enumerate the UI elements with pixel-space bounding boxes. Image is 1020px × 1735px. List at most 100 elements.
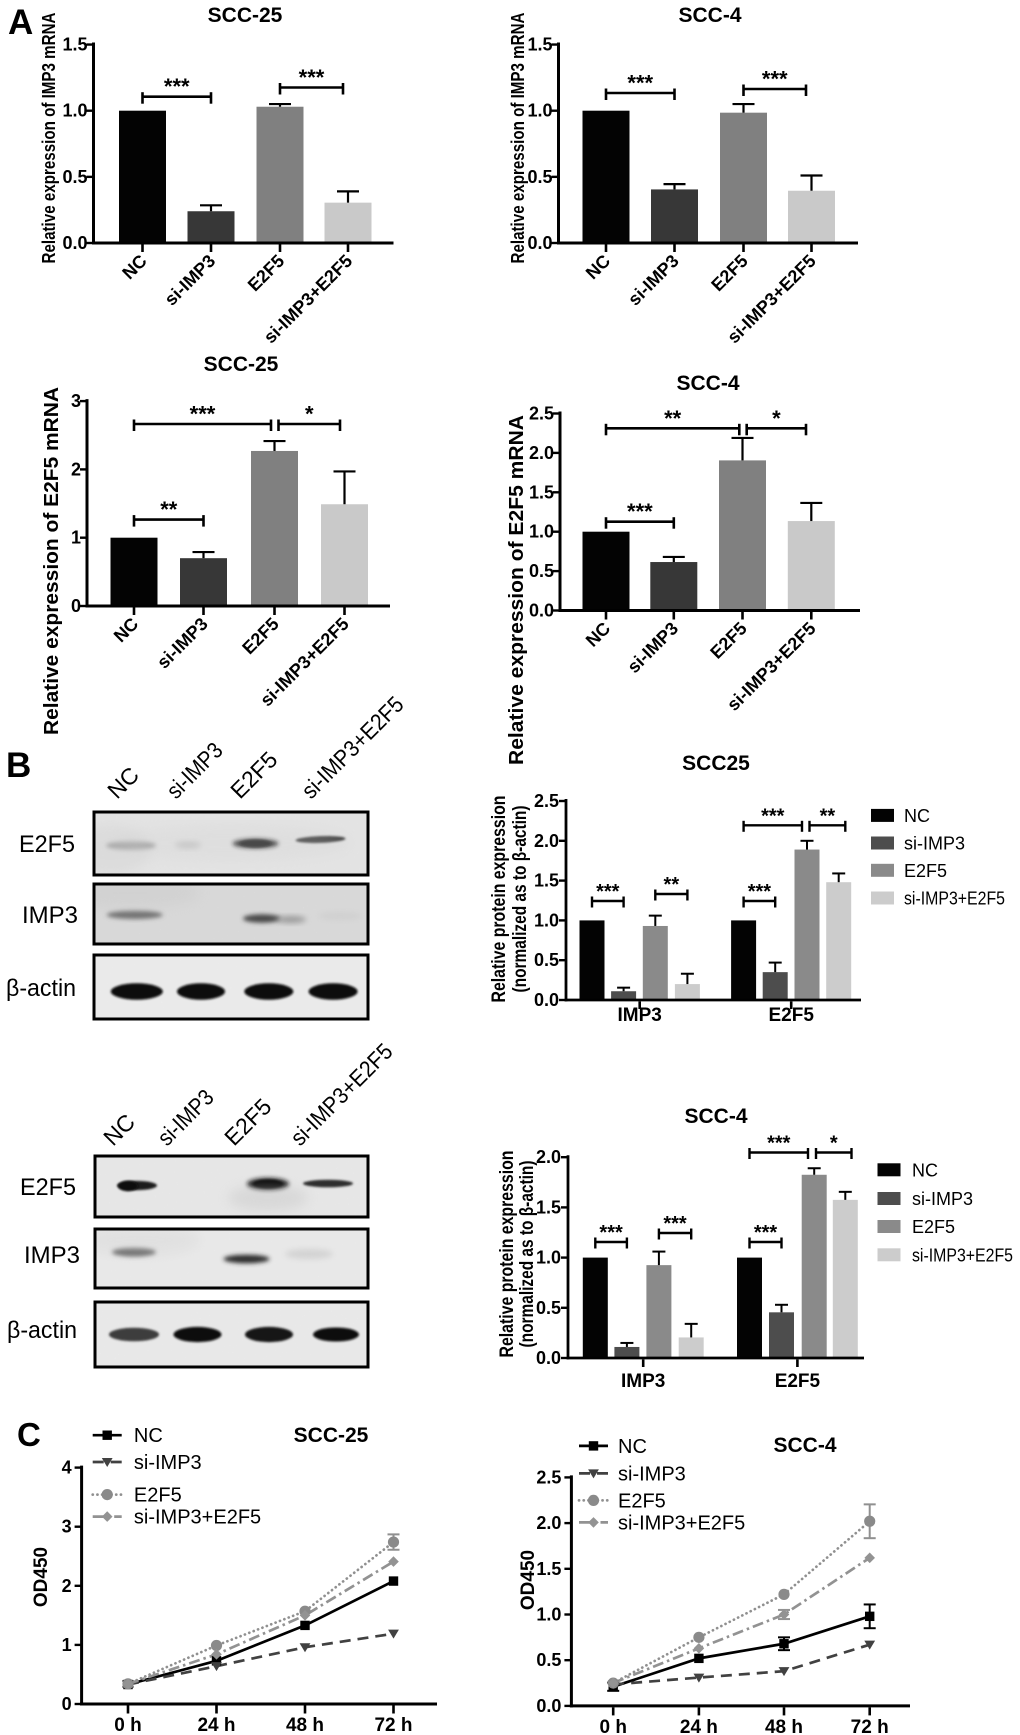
svg-text:2.0: 2.0 (536, 1147, 561, 1167)
svg-text:si-IMP3+E2F5: si-IMP3+E2F5 (134, 1507, 261, 1529)
svg-text:E2F5: E2F5 (20, 1174, 76, 1201)
svg-text:si-IMP3+E2F5: si-IMP3+E2F5 (912, 1245, 1013, 1265)
svg-text:1.0: 1.0 (527, 101, 552, 121)
svg-text:0: 0 (62, 1694, 72, 1714)
svg-text:2.0: 2.0 (529, 443, 554, 463)
svg-text:24 h: 24 h (197, 1715, 235, 1735)
svg-text:Relative protein expression: Relative protein expression (497, 1151, 518, 1358)
svg-text:3: 3 (71, 391, 81, 411)
svg-text:***: *** (767, 1133, 791, 1155)
svg-text:***: *** (761, 805, 785, 827)
svg-text:Relative expression of IMP3 mR: Relative expression of IMP3 mRNA (508, 13, 528, 264)
svg-text:si-IMP3+E2F5: si-IMP3+E2F5 (618, 1512, 745, 1534)
svg-text:E2F5: E2F5 (904, 861, 947, 881)
svg-text:1.5: 1.5 (62, 35, 87, 55)
svg-text:si-IMP3: si-IMP3 (618, 1463, 686, 1485)
svg-text:0.5: 0.5 (534, 950, 559, 970)
svg-text:2: 2 (71, 459, 81, 479)
svg-text:0: 0 (71, 596, 81, 616)
svg-text:***: *** (164, 74, 190, 99)
svg-text:SCC-4: SCC-4 (678, 4, 741, 27)
svg-text:***: *** (754, 1222, 778, 1244)
svg-text:***: *** (663, 1213, 687, 1235)
svg-text:E2F5: E2F5 (618, 1490, 666, 1512)
svg-text:***: *** (762, 67, 788, 92)
svg-text:0.0: 0.0 (62, 233, 87, 253)
svg-text:Relative protein expression: Relative protein expression (489, 796, 510, 1003)
svg-text:0.0: 0.0 (534, 990, 559, 1010)
svg-text:2.0: 2.0 (534, 831, 559, 851)
svg-text:IMP3: IMP3 (22, 902, 78, 929)
svg-text:0.0: 0.0 (536, 1696, 561, 1716)
svg-text:0.0: 0.0 (536, 1348, 561, 1368)
svg-text:E2F5: E2F5 (775, 1371, 821, 1392)
svg-text:Relative expression of E2F5 mR: Relative expression of E2F5 mRNA (506, 415, 528, 765)
svg-text:**: ** (664, 406, 682, 431)
svg-text:(normalized as to β-actin): (normalized as to β-actin) (517, 1161, 538, 1348)
svg-text:(normalized as to β-actin): (normalized as to β-actin) (510, 806, 531, 993)
svg-text:0 h: 0 h (599, 1717, 626, 1735)
svg-text:***: *** (596, 881, 620, 903)
svg-text:si-IMP3: si-IMP3 (912, 1189, 973, 1209)
svg-text:SCC-4: SCC-4 (676, 372, 739, 395)
svg-text:1.5: 1.5 (527, 35, 552, 55)
svg-text:**: ** (820, 805, 836, 827)
svg-text:0 h: 0 h (114, 1715, 141, 1735)
svg-text:si-IMP3+E2F5: si-IMP3+E2F5 (904, 889, 1005, 909)
svg-text:SCC25: SCC25 (682, 752, 750, 775)
svg-text:NC: NC (904, 806, 930, 826)
svg-text:NC: NC (912, 1160, 938, 1180)
svg-text:E2F5: E2F5 (768, 1005, 814, 1026)
svg-text:*: * (830, 1133, 838, 1155)
svg-text:β-actin: β-actin (7, 1317, 77, 1344)
svg-text:1.5: 1.5 (536, 1559, 561, 1579)
svg-text:SCC-25: SCC-25 (208, 4, 283, 27)
svg-text:IMP3: IMP3 (621, 1371, 665, 1392)
svg-text:2.5: 2.5 (534, 791, 559, 811)
svg-text:0.5: 0.5 (536, 1298, 561, 1318)
svg-text:24 h: 24 h (680, 1717, 718, 1735)
svg-text:0.0: 0.0 (529, 601, 554, 621)
svg-text:2: 2 (62, 1576, 72, 1596)
svg-text:SCC-4: SCC-4 (684, 1105, 747, 1128)
svg-text:1: 1 (62, 1635, 72, 1655)
svg-text:0.5: 0.5 (527, 167, 552, 187)
svg-text:E2F5: E2F5 (912, 1217, 955, 1237)
svg-text:1.5: 1.5 (529, 482, 554, 502)
svg-text:OD450: OD450 (31, 1547, 52, 1607)
svg-text:***: *** (627, 71, 653, 96)
svg-text:1.0: 1.0 (536, 1605, 561, 1625)
svg-text:48 h: 48 h (765, 1717, 803, 1735)
svg-text:***: *** (299, 65, 325, 90)
svg-text:0.0: 0.0 (527, 233, 552, 253)
svg-text:72 h: 72 h (851, 1717, 889, 1735)
svg-text:0.5: 0.5 (62, 167, 87, 187)
svg-text:E2F5: E2F5 (19, 831, 75, 858)
svg-text:β-actin: β-actin (6, 975, 76, 1002)
svg-text:2.0: 2.0 (536, 1513, 561, 1533)
svg-text:A: A (8, 3, 33, 42)
svg-text:si-IMP3: si-IMP3 (904, 834, 965, 854)
svg-text:***: *** (748, 881, 772, 903)
svg-text:72 h: 72 h (374, 1715, 412, 1735)
svg-text:4: 4 (62, 1458, 72, 1478)
svg-text:Relative expression of E2F5 mR: Relative expression of E2F5 mRNA (41, 387, 63, 735)
svg-text:NC: NC (618, 1436, 647, 1458)
svg-text:1: 1 (71, 528, 81, 548)
svg-text:***: *** (599, 1222, 623, 1244)
svg-text:1.0: 1.0 (534, 910, 559, 930)
svg-text:E2F5: E2F5 (134, 1485, 182, 1507)
svg-text:Relative expression of IMP3 mR: Relative expression of IMP3 mRNA (39, 13, 59, 264)
svg-text:si-IMP3: si-IMP3 (134, 1452, 202, 1474)
svg-text:SCC-4: SCC-4 (773, 1434, 836, 1457)
svg-text:*: * (305, 402, 314, 427)
svg-text:***: *** (627, 499, 653, 524)
svg-text:1.0: 1.0 (529, 522, 554, 542)
svg-text:1.0: 1.0 (62, 101, 87, 121)
svg-text:IMP3: IMP3 (618, 1005, 662, 1026)
svg-text:3: 3 (62, 1517, 72, 1537)
svg-text:IMP3: IMP3 (24, 1242, 80, 1269)
svg-text:2.5: 2.5 (529, 404, 554, 424)
svg-text:**: ** (160, 497, 178, 522)
svg-text:B: B (6, 746, 31, 785)
